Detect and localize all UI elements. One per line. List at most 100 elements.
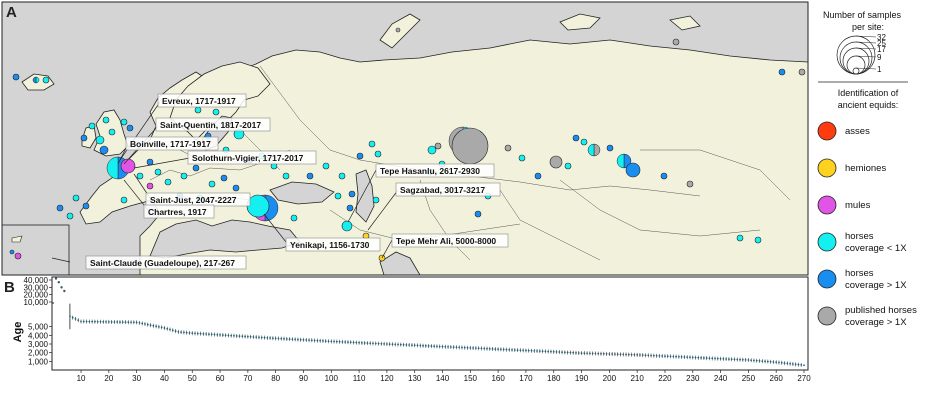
age-point — [608, 353, 611, 355]
age-point — [500, 348, 502, 351]
site-marker — [120, 118, 128, 126]
age-point — [525, 349, 527, 352]
age-point — [677, 355, 680, 358]
age-point — [753, 359, 755, 362]
age-point — [196, 332, 199, 335]
site-marker — [356, 152, 364, 160]
age-point — [572, 351, 575, 354]
site-marker — [66, 212, 74, 220]
age-point — [725, 358, 728, 360]
age-point — [99, 320, 102, 323]
age-point — [96, 320, 99, 323]
legend-swatch-mules — [817, 195, 837, 215]
size-legend-value-1: 1 — [877, 65, 882, 74]
age-point — [269, 337, 272, 339]
age-point — [702, 357, 705, 359]
age-point — [116, 321, 119, 323]
age-point — [452, 346, 455, 349]
site-marker-slice — [616, 153, 625, 169]
y-tick-label: 30,000 — [24, 283, 49, 292]
age-point — [513, 349, 516, 351]
site-marker — [534, 172, 542, 180]
age-point — [550, 350, 552, 353]
age-point — [302, 338, 305, 341]
age-point — [733, 358, 736, 361]
age-point — [714, 357, 716, 360]
x-axis: 10 20 30 40 50 60 70 80 90 100 110 120 130 140 150 160 1… — [77, 370, 811, 383]
age-point — [480, 347, 483, 350]
age-point — [369, 342, 372, 345]
site-marker — [164, 178, 172, 186]
x-tick-label: 270 — [797, 374, 811, 383]
x-tick-label: 160 — [491, 374, 505, 383]
age-point — [310, 339, 313, 342]
site-marker — [798, 68, 806, 76]
age-point — [397, 343, 399, 346]
age-point — [597, 352, 600, 355]
legend-label-mules: mules — [845, 200, 871, 211]
label-saint-just: Saint-Just, 2047-2227 — [145, 192, 251, 207]
age-point — [205, 333, 208, 335]
site-marker — [754, 236, 762, 244]
age-point — [569, 351, 572, 354]
age-point — [294, 338, 297, 341]
site-marker — [434, 142, 442, 150]
age-point — [105, 320, 107, 323]
age-point — [436, 345, 438, 348]
age-point — [691, 356, 694, 359]
age-point — [355, 341, 358, 344]
age-point — [333, 340, 335, 343]
label-chartres: Chartres, 1917 — [143, 204, 215, 219]
age-point — [219, 334, 221, 336]
site-marker — [334, 192, 342, 200]
age-point — [522, 349, 525, 352]
age-point — [360, 341, 363, 344]
age-point — [647, 354, 650, 357]
site-marker — [246, 194, 270, 218]
age-point — [474, 347, 477, 350]
age-point — [285, 338, 288, 340]
age-point — [686, 356, 689, 359]
age-point — [319, 339, 322, 342]
x-tick-label: 30 — [132, 374, 141, 383]
x-tick-label: 20 — [104, 374, 113, 383]
site-marker — [374, 150, 382, 158]
age-point — [502, 348, 505, 351]
age-point — [77, 319, 80, 322]
age-point — [803, 364, 805, 367]
age-point — [244, 335, 246, 338]
age-point — [583, 352, 586, 355]
age-point — [385, 343, 388, 345]
age-point — [591, 352, 594, 355]
age-point — [469, 347, 472, 349]
size-legend-leader-1 — [855, 67, 877, 70]
age-point — [169, 328, 171, 331]
site-marker — [9, 249, 15, 255]
site-marker — [322, 162, 330, 170]
site-marker — [108, 128, 116, 136]
age-point — [441, 345, 444, 348]
age-point — [274, 337, 277, 340]
x-tick-label: 220 — [658, 374, 672, 383]
label-boinville: Boinville, 1717-1917 — [125, 136, 219, 151]
age-point — [491, 348, 494, 350]
age-point — [736, 358, 739, 361]
svg-text:Saint-Quentin, 1817-2017: Saint-Quentin, 1817-2017 — [160, 120, 261, 130]
site-marker — [95, 135, 105, 145]
age-point — [119, 321, 121, 323]
y-tick-label: 40,000 — [24, 276, 49, 285]
site-marker — [549, 155, 563, 169]
site-marker — [180, 172, 188, 180]
age-point — [739, 358, 741, 361]
svg-text:Sagzabad, 3017-3217: Sagzabad, 3017-3217 — [400, 185, 485, 195]
panel-letter-a: A — [6, 4, 17, 21]
x-tick-label: 80 — [271, 374, 280, 383]
age-point — [411, 344, 413, 347]
age-point — [85, 320, 88, 323]
age-point — [741, 358, 744, 361]
sea-black — [269, 181, 335, 205]
age-point — [235, 335, 238, 337]
x-tick-label: 100 — [325, 374, 339, 383]
age-point — [666, 355, 669, 358]
age-point — [561, 351, 563, 354]
